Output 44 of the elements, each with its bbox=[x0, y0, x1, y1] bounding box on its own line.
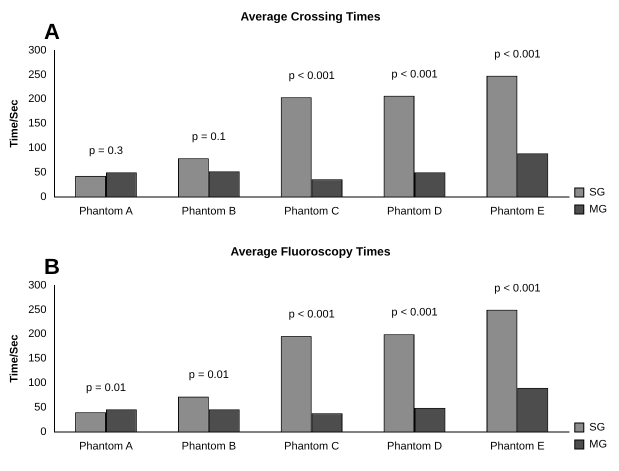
y-tick-label: 250 bbox=[28, 304, 47, 316]
annotation: p = 0.01 bbox=[188, 369, 229, 382]
y-tick-label: 50 bbox=[34, 166, 47, 178]
y-tick-label: 0 bbox=[40, 190, 47, 203]
annotation: p < 0.001 bbox=[494, 48, 540, 60]
y-tick-label: 0 bbox=[40, 426, 47, 438]
y-tick-label: 100 bbox=[28, 377, 47, 390]
y-axis-title: Time/Sec bbox=[8, 334, 21, 383]
x-tick-label: Phantom E bbox=[490, 205, 545, 218]
legend-label: SG bbox=[589, 186, 606, 199]
annotation: p < 0.001 bbox=[288, 70, 335, 82]
x-tick-label: Phantom E bbox=[490, 440, 545, 452]
annotation: p < 0.001 bbox=[288, 308, 335, 321]
x-tick-label: Phantom B bbox=[182, 440, 236, 452]
annotation: p = 0.01 bbox=[86, 382, 126, 394]
text: B bbox=[44, 254, 60, 280]
y-tick-label: 100 bbox=[28, 142, 47, 154]
y-tick-label: 150 bbox=[28, 352, 47, 365]
x-tick-label: Phantom C bbox=[284, 440, 340, 452]
x-tick-label: Phantom A bbox=[79, 205, 134, 218]
annotation: p < 0.001 bbox=[494, 282, 540, 294]
chart-title: Average Crossing Times bbox=[240, 10, 381, 24]
y-axis-title: Time/Sec bbox=[8, 100, 21, 148]
annotation: p = 0.1 bbox=[192, 130, 226, 143]
x-tick-label: Phantom A bbox=[79, 440, 134, 452]
text: A bbox=[44, 19, 60, 44]
x-tick-label: Phantom D bbox=[386, 440, 442, 452]
y-tick-label: 300 bbox=[28, 44, 47, 56]
y-tick-label: 250 bbox=[28, 68, 47, 81]
legend-label: MG bbox=[589, 438, 608, 451]
x-tick-label: Phantom C bbox=[284, 205, 340, 218]
legend-label: MG bbox=[589, 204, 608, 216]
y-tick-label: 300 bbox=[28, 279, 47, 292]
x-tick-label: Phantom B bbox=[182, 205, 236, 218]
annotation: p < 0.001 bbox=[391, 68, 438, 80]
annotation: p < 0.001 bbox=[391, 306, 438, 319]
y-tick-label: 150 bbox=[28, 118, 47, 130]
x-tick-label: Phantom D bbox=[386, 205, 442, 218]
annotation: p = 0.3 bbox=[89, 144, 123, 157]
chart-title: Average Fluoroscopy Times bbox=[230, 244, 391, 259]
legend-label: SG bbox=[589, 422, 606, 434]
y-tick-label: 50 bbox=[34, 401, 47, 414]
y-tick-label: 200 bbox=[28, 328, 47, 340]
y-tick-label: 200 bbox=[28, 93, 47, 106]
